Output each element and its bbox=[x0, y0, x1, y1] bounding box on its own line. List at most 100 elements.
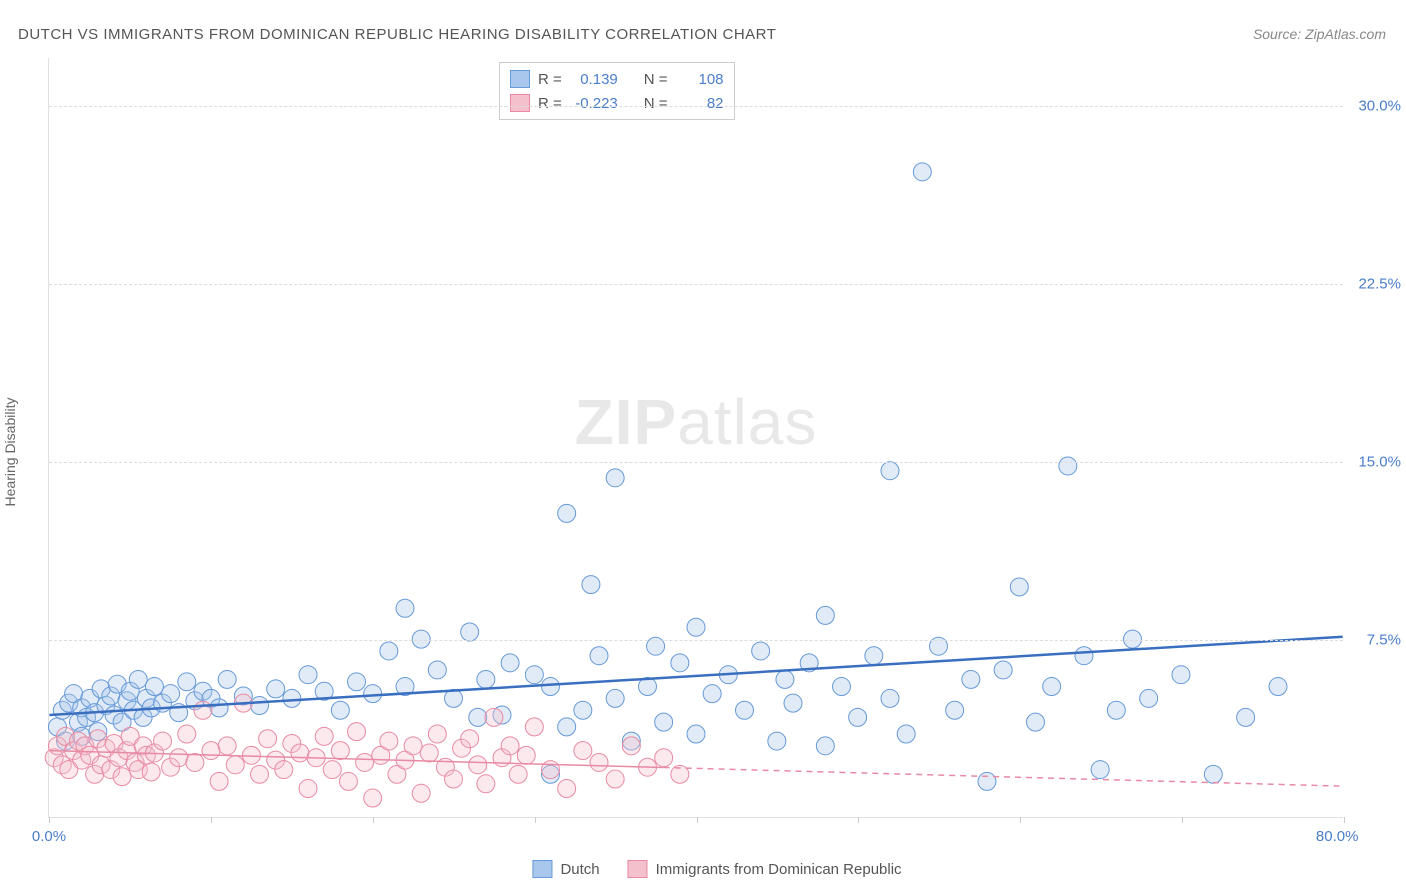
x-tick bbox=[697, 817, 698, 823]
scatter-point-dutch bbox=[210, 699, 228, 717]
n-value-dominican: 82 bbox=[676, 95, 724, 112]
scatter-point-dominican bbox=[259, 730, 277, 748]
x-tick bbox=[1182, 817, 1183, 823]
scatter-point-dutch bbox=[582, 576, 600, 594]
scatter-point-dutch bbox=[1107, 701, 1125, 719]
scatter-point-dominican bbox=[404, 737, 422, 755]
x-tick bbox=[1344, 817, 1345, 823]
plot-svg bbox=[49, 58, 1343, 817]
source-prefix: Source: bbox=[1253, 26, 1305, 42]
scatter-point-dominican bbox=[218, 737, 236, 755]
scatter-point-dominican bbox=[558, 780, 576, 798]
x-tick bbox=[1020, 817, 1021, 823]
source-attribution: Source: ZipAtlas.com bbox=[1253, 26, 1386, 42]
y-tick-label: 22.5% bbox=[1351, 275, 1401, 292]
scatter-point-dutch bbox=[1010, 578, 1028, 596]
scatter-point-dominican bbox=[622, 737, 640, 755]
y-tick-label: 30.0% bbox=[1351, 97, 1401, 114]
scatter-point-dominican bbox=[606, 770, 624, 788]
scatter-point-dutch bbox=[849, 708, 867, 726]
scatter-point-dutch bbox=[251, 697, 269, 715]
trendline-dashed-dominican bbox=[664, 767, 1343, 786]
scatter-point-dominican bbox=[142, 763, 160, 781]
x-tick-label-right: 80.0% bbox=[1316, 828, 1359, 845]
scatter-point-dutch bbox=[542, 678, 560, 696]
r-value-dominican: -0.223 bbox=[570, 95, 618, 112]
scatter-point-dutch bbox=[606, 469, 624, 487]
scatter-point-dutch bbox=[558, 718, 576, 736]
chart-container: Hearing Disability ZIPatlas R = 0.139 N … bbox=[48, 58, 1386, 846]
plot-area: ZIPatlas R = 0.139 N = 108 R = -0.223 N … bbox=[48, 58, 1343, 818]
scatter-point-dominican bbox=[445, 770, 463, 788]
scatter-point-dutch bbox=[1043, 678, 1061, 696]
scatter-point-dutch bbox=[178, 673, 196, 691]
legend-swatch-dutch bbox=[532, 860, 552, 878]
swatch-dutch bbox=[510, 70, 530, 88]
legend-swatch-dominican bbox=[628, 860, 648, 878]
scatter-point-dominican bbox=[315, 727, 333, 745]
scatter-point-dominican bbox=[170, 749, 188, 767]
x-tick-label-left: 0.0% bbox=[32, 828, 66, 845]
scatter-point-dutch bbox=[865, 647, 883, 665]
scatter-point-dutch bbox=[525, 666, 543, 684]
scatter-point-dutch bbox=[428, 661, 446, 679]
scatter-point-dominican bbox=[202, 742, 220, 760]
gridline bbox=[49, 640, 1343, 641]
scatter-point-dutch bbox=[768, 732, 786, 750]
scatter-point-dominican bbox=[154, 732, 172, 750]
scatter-point-dutch bbox=[687, 618, 705, 636]
scatter-point-dominican bbox=[226, 756, 244, 774]
scatter-point-dominican bbox=[210, 772, 228, 790]
scatter-point-dutch bbox=[1075, 647, 1093, 665]
scatter-point-dominican bbox=[356, 753, 374, 771]
bottom-legend: Dutch Immigrants from Dominican Republic bbox=[532, 860, 901, 878]
scatter-point-dutch bbox=[881, 462, 899, 480]
x-tick bbox=[211, 817, 212, 823]
n-value-dutch: 108 bbox=[676, 71, 724, 88]
r-label-dutch: R = bbox=[538, 71, 562, 88]
scatter-point-dominican bbox=[525, 718, 543, 736]
scatter-point-dutch bbox=[396, 599, 414, 617]
scatter-point-dominican bbox=[501, 737, 519, 755]
scatter-point-dominican bbox=[339, 772, 357, 790]
scatter-point-dutch bbox=[606, 689, 624, 707]
scatter-point-dominican bbox=[461, 730, 479, 748]
scatter-point-dutch bbox=[994, 661, 1012, 679]
scatter-point-dutch bbox=[477, 670, 495, 688]
scatter-point-dominican bbox=[477, 775, 495, 793]
scatter-point-dutch bbox=[380, 642, 398, 660]
scatter-point-dutch bbox=[897, 725, 915, 743]
stats-row-dutch: R = 0.139 N = 108 bbox=[510, 67, 724, 91]
scatter-point-dutch bbox=[574, 701, 592, 719]
legend-item-dominican: Immigrants from Dominican Republic bbox=[628, 860, 902, 878]
x-tick bbox=[858, 817, 859, 823]
scatter-point-dominican bbox=[275, 761, 293, 779]
r-value-dutch: 0.139 bbox=[570, 71, 618, 88]
scatter-point-dominican bbox=[331, 742, 349, 760]
source-name: ZipAtlas.com bbox=[1305, 26, 1386, 42]
scatter-point-dutch bbox=[655, 713, 673, 731]
scatter-point-dutch bbox=[816, 737, 834, 755]
r-label-dominican: R = bbox=[538, 95, 562, 112]
y-tick-label: 15.0% bbox=[1351, 453, 1401, 470]
scatter-point-dominican bbox=[590, 753, 608, 771]
scatter-point-dominican bbox=[428, 725, 446, 743]
n-label-dutch: N = bbox=[644, 71, 668, 88]
scatter-point-dutch bbox=[348, 673, 366, 691]
scatter-point-dominican bbox=[420, 744, 438, 762]
scatter-point-dutch bbox=[671, 654, 689, 672]
gridline bbox=[49, 284, 1343, 285]
gridline bbox=[49, 106, 1343, 107]
scatter-point-dominican bbox=[469, 756, 487, 774]
scatter-point-dutch bbox=[1172, 666, 1190, 684]
scatter-point-dominican bbox=[348, 723, 366, 741]
scatter-point-dutch bbox=[267, 680, 285, 698]
scatter-point-dutch bbox=[736, 701, 754, 719]
scatter-point-dominican bbox=[299, 780, 317, 798]
y-tick-label: 7.5% bbox=[1351, 631, 1401, 648]
n-label-dominican: N = bbox=[644, 95, 668, 112]
scatter-point-dutch bbox=[501, 654, 519, 672]
scatter-point-dominican bbox=[574, 742, 592, 760]
scatter-point-dutch bbox=[703, 685, 721, 703]
scatter-point-dominican bbox=[113, 768, 131, 786]
